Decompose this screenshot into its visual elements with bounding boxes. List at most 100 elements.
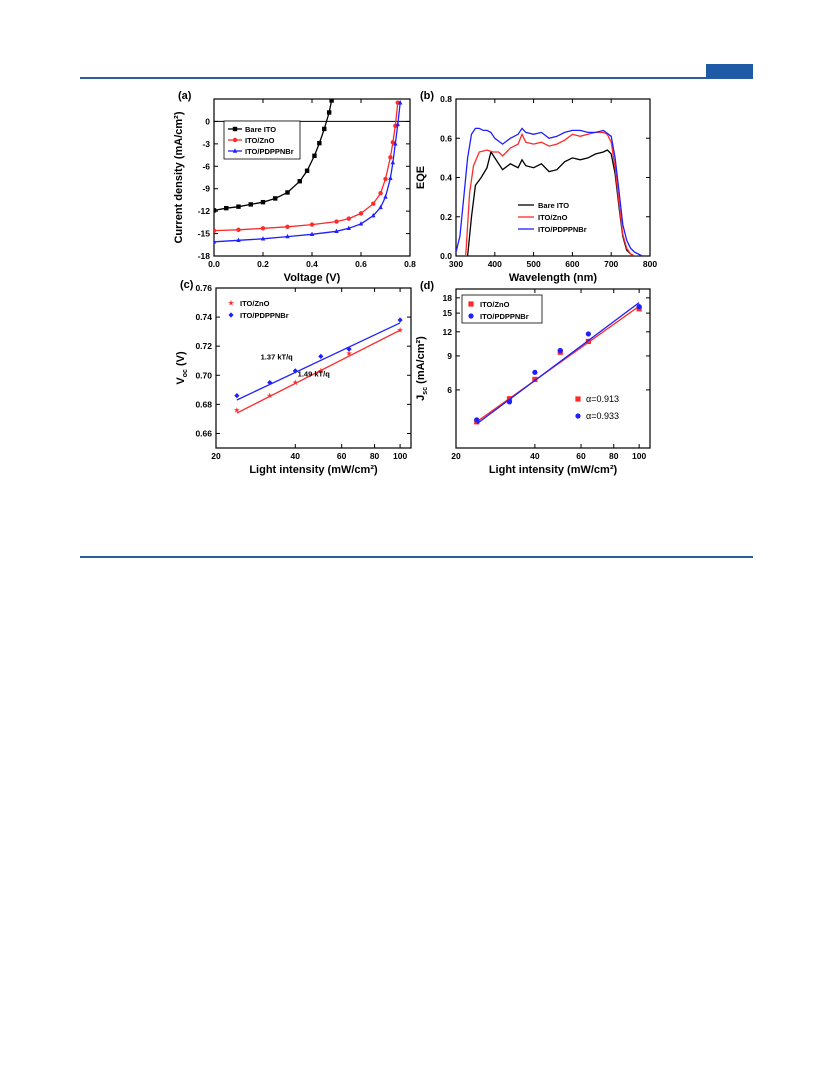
data-point <box>214 208 217 213</box>
series-line <box>465 131 639 256</box>
data-point <box>233 407 240 413</box>
panel-label: (b) <box>420 90 434 102</box>
data-point <box>383 176 388 182</box>
data-point <box>388 175 393 180</box>
fit-line <box>476 302 640 425</box>
data-point <box>585 338 591 345</box>
x-tick-label: 100 <box>393 451 407 461</box>
y-tick-label: 0.66 <box>195 428 212 438</box>
alpha-annotation: α=0.913 <box>586 394 619 404</box>
y-tick-label: -12 <box>198 206 211 216</box>
data-point <box>378 191 383 196</box>
y-tick-label: 9 <box>447 351 452 361</box>
x-tick-label: 0.6 <box>355 259 367 269</box>
data-point <box>326 110 332 115</box>
data-point <box>506 399 513 405</box>
plot-area <box>456 127 643 256</box>
data-point <box>371 212 376 218</box>
data-point <box>318 353 324 359</box>
legend-label: ITO/ZnO <box>480 300 510 309</box>
legend-label: ITO/PDPPNBr <box>538 225 587 234</box>
data-point <box>234 393 240 399</box>
x-tick-label: 80 <box>370 451 380 461</box>
alpha-marker <box>575 413 581 419</box>
y-tick-label: 0.68 <box>195 399 212 409</box>
data-point <box>260 236 266 241</box>
data-point <box>260 199 266 205</box>
y-tick-label: 0.6 <box>440 133 452 143</box>
x-axis-label: Light intensity (mW/cm²) <box>489 464 618 476</box>
data-point <box>329 99 334 103</box>
data-point <box>285 233 290 239</box>
data-point <box>236 204 241 209</box>
y-tick-label: 15 <box>443 308 453 318</box>
x-tick-label: 800 <box>643 259 657 269</box>
data-point <box>334 219 339 224</box>
x-tick-label: 700 <box>604 259 618 269</box>
y-tick-label: -15 <box>198 229 211 239</box>
legend-label: Bare ITO <box>245 125 276 134</box>
legend-marker <box>232 148 238 153</box>
data-point <box>317 367 324 374</box>
data-point <box>312 153 317 159</box>
data-point <box>371 201 376 206</box>
data-point <box>346 346 352 352</box>
data-point <box>393 141 398 146</box>
series-ito-zno <box>465 131 639 256</box>
y-axis-label-sub: sc <box>422 387 429 395</box>
data-point <box>636 304 642 310</box>
x-tick-label: 500 <box>527 259 541 269</box>
data-point <box>236 237 241 242</box>
data-point <box>334 228 339 234</box>
legend-label: ITO/PDPPNBr <box>240 311 289 320</box>
y-axis-label-main: V <box>175 377 187 385</box>
x-tick-label: 60 <box>337 451 347 461</box>
panel-b: (b) 300 400 500 600 700 800 0.0 0.2 0.4 0.6 0.8 Wave… <box>415 90 657 284</box>
panel-label: (d) <box>420 280 434 292</box>
x-tick-label: 400 <box>488 259 502 269</box>
y-tick-label: -9 <box>202 184 210 194</box>
y-tick-label: 12 <box>443 327 453 337</box>
y-tick-label: 0.76 <box>195 283 212 293</box>
y-tick-label: 0.8 <box>440 94 452 104</box>
x-tick-label: 0.8 <box>404 259 416 269</box>
x-tick-label: 20 <box>451 451 461 461</box>
y-axis-label-main: J <box>415 395 427 401</box>
y-tick-label: 0.4 <box>440 173 452 183</box>
y-tick-label: 0.72 <box>195 341 212 351</box>
y-tick-label: 18 <box>443 293 453 303</box>
series-ito-pdppnbr <box>214 100 403 244</box>
series-line <box>456 127 643 256</box>
panel-d: (d) 20 40 60 80 100 6 9 12 15 18 Light intensity (m… <box>415 280 651 476</box>
x-tick-label: 300 <box>449 259 463 269</box>
x-tick-label: 0.4 <box>306 259 318 269</box>
y-tick-label: 6 <box>447 385 452 395</box>
bottom-rule <box>80 556 753 558</box>
data-point <box>267 379 273 386</box>
data-point <box>309 231 315 237</box>
legend-label: ITO/ZnO <box>538 213 568 222</box>
data-point <box>532 369 538 375</box>
slope-annotation: 1.49 kT/q <box>298 370 331 379</box>
x-tick-label: 40 <box>530 451 540 461</box>
legend-marker <box>228 312 234 318</box>
y-tick-label: 0.2 <box>440 212 452 222</box>
data-point <box>585 331 591 337</box>
x-tick-label: 0.0 <box>208 259 220 269</box>
legend-label: ITO/PDPPNBr <box>245 147 294 156</box>
data-point <box>346 350 352 356</box>
slope-annotation: 1.37 kT/q <box>261 352 294 361</box>
x-axis-label: Light intensity (mW/cm²) <box>249 464 378 476</box>
x-tick-label: 0.2 <box>257 259 269 269</box>
header-tab <box>706 64 753 78</box>
y-axis-label-sub: oc <box>182 369 189 377</box>
x-tick-label: 600 <box>565 259 579 269</box>
plot-frame <box>455 288 651 449</box>
panel-a: (a) 0.0 0.2 0.4 0.6 0.8 0 -3 -6 -9 -12 -15 -18 Voltag… <box>173 90 416 284</box>
series-ito-zno <box>214 100 400 233</box>
x-tick-label: 80 <box>609 451 619 461</box>
data-point <box>214 228 217 233</box>
legend-label: ITO/ZnO <box>245 136 275 145</box>
data-point <box>292 379 299 386</box>
fit-line <box>236 322 401 401</box>
